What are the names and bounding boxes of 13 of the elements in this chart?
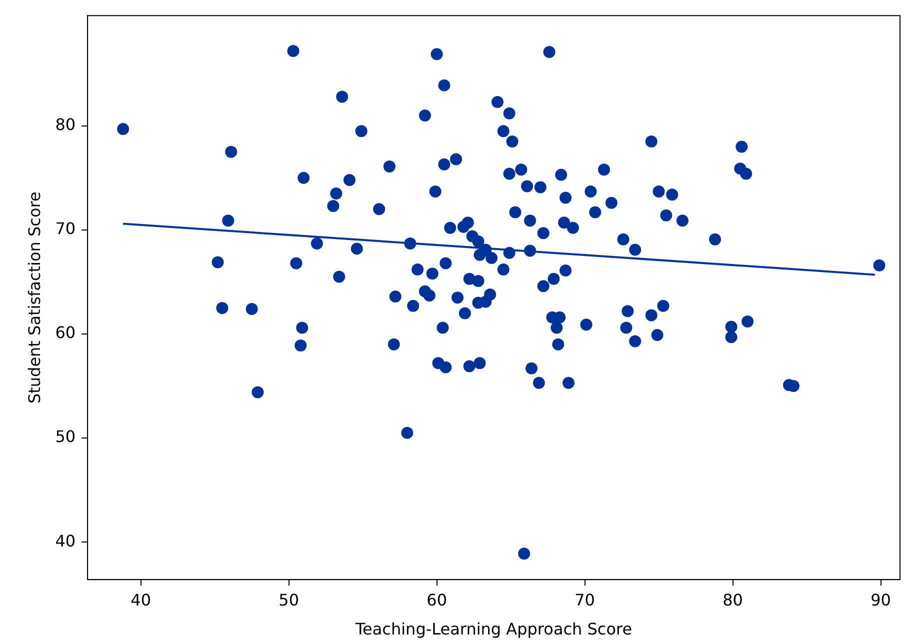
x-tick-label: 40 bbox=[130, 590, 152, 610]
y-tick-label: 50 bbox=[55, 427, 76, 446]
x-tick-label: 60 bbox=[426, 590, 447, 610]
y-axis-title: Student Satisfaction Score bbox=[24, 192, 44, 404]
y-tick-label: 60 bbox=[55, 323, 76, 342]
x-tick-label: 70 bbox=[574, 590, 595, 610]
y-tick-label: 80 bbox=[55, 115, 76, 134]
y-tick-label: 40 bbox=[55, 531, 76, 550]
x-tick-label: 50 bbox=[278, 590, 299, 610]
x-axis-title: Teaching-Learning Approach Score bbox=[354, 620, 632, 639]
x-tick-label: 80 bbox=[722, 590, 743, 610]
y-tick-label: 70 bbox=[55, 219, 76, 238]
x-tick-label: 90 bbox=[870, 590, 891, 610]
